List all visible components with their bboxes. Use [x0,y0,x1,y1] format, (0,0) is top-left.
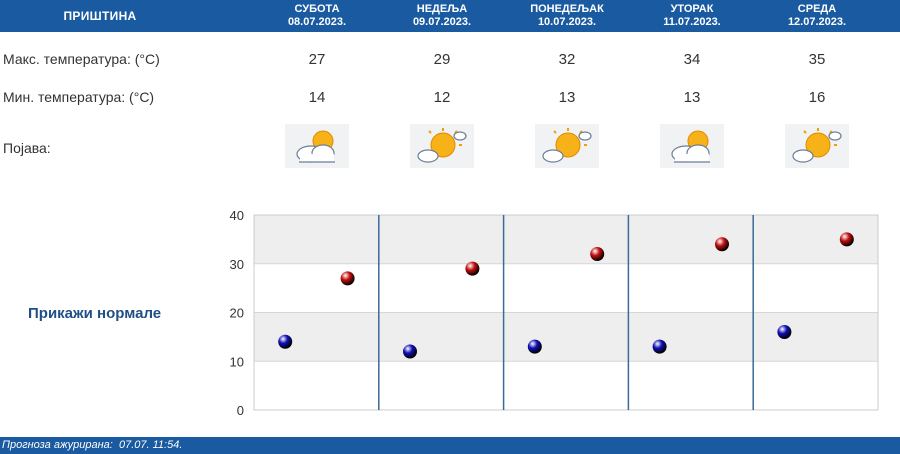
max-temp-value: 34 [683,51,701,68]
min-temp-point [777,325,792,339]
footer-updated-label: Прогноза ажурирана: [2,439,113,451]
min-temp-point [278,334,293,349]
day-name: СУБОТА [294,3,340,15]
day-name: НЕДЕЉА [416,3,468,15]
max-temp-point [465,261,480,276]
partly-cloudy-icon [660,124,724,168]
min-temp-point [403,344,417,359]
day-date: 09.07.2023. [412,16,472,28]
min-temp-value: 16 [808,89,826,106]
mostly-sunny-icon [785,124,849,168]
day-date: 08.07.2023. [287,16,347,28]
min-temp-point [652,339,667,354]
min-temp-value: 13 [558,89,576,106]
footer-bar: Прогноза ажурирана: 07.07. 11:54. [0,437,900,454]
min-temp-value: 14 [308,89,326,106]
day-name: ПОНЕДЕЉАК [530,3,604,15]
min-temp-label: Мин. температура: (°C) [3,89,155,105]
y-tick-label: 0 [237,403,244,418]
min-temp-value: 12 [433,89,451,106]
phenomenon-label: Појава: [3,140,51,156]
plot-frame [253,214,879,411]
mostly-sunny-icon [535,124,599,168]
day-date: 12.07.2023. [787,16,847,28]
max-temp-point [340,271,355,286]
y-tick-label: 40 [230,208,244,223]
day-date: 10.07.2023. [537,16,597,28]
max-temp-value: 27 [308,51,326,68]
temperature-chart: 0 10 20 30 40 [230,208,879,418]
min-temp-value: 13 [683,89,701,106]
max-temp-point [715,237,729,252]
footer-updated: Прогноза ажурирана: 07.07. 11:54. [2,439,182,451]
chart-band [254,312,878,362]
day-header-2: НЕДЕЉА 09.07.2023. [387,3,497,29]
min-temp-point [527,339,542,354]
mostly-sunny-icon [410,124,474,168]
chart-band [254,215,878,264]
show-normals-link[interactable]: Прикажи нормале [28,305,162,322]
max-temp-label: Макс. температура: (°C) [3,51,160,67]
day-header-3: ПОНЕДЕЉАК 10.07.2023. [512,3,622,29]
partly-cloudy-icon [285,124,349,168]
y-tick-label: 10 [230,354,244,369]
day-name: УТОРАК [670,3,714,15]
max-temp-value: 29 [433,51,451,68]
day-header-1: СУБОТА 08.07.2023. [262,3,372,29]
max-temp-value: 32 [558,51,576,68]
city-name: ПРИШТИНА [63,9,137,23]
header-bar [0,0,900,32]
max-temp-point [839,232,854,247]
y-tick-label: 30 [230,257,244,272]
day-header-5: СРЕДА 12.07.2023. [762,3,872,29]
day-date: 11.07.2023. [663,16,721,28]
y-tick-label: 20 [230,306,244,321]
day-header-4: УТОРАК 11.07.2023. [637,3,747,29]
footer-updated-value: 07.07. 11:54. [118,439,183,451]
max-temp-value: 35 [808,51,826,68]
day-name: СРЕДА [797,3,837,15]
max-temp-point [590,247,605,261]
